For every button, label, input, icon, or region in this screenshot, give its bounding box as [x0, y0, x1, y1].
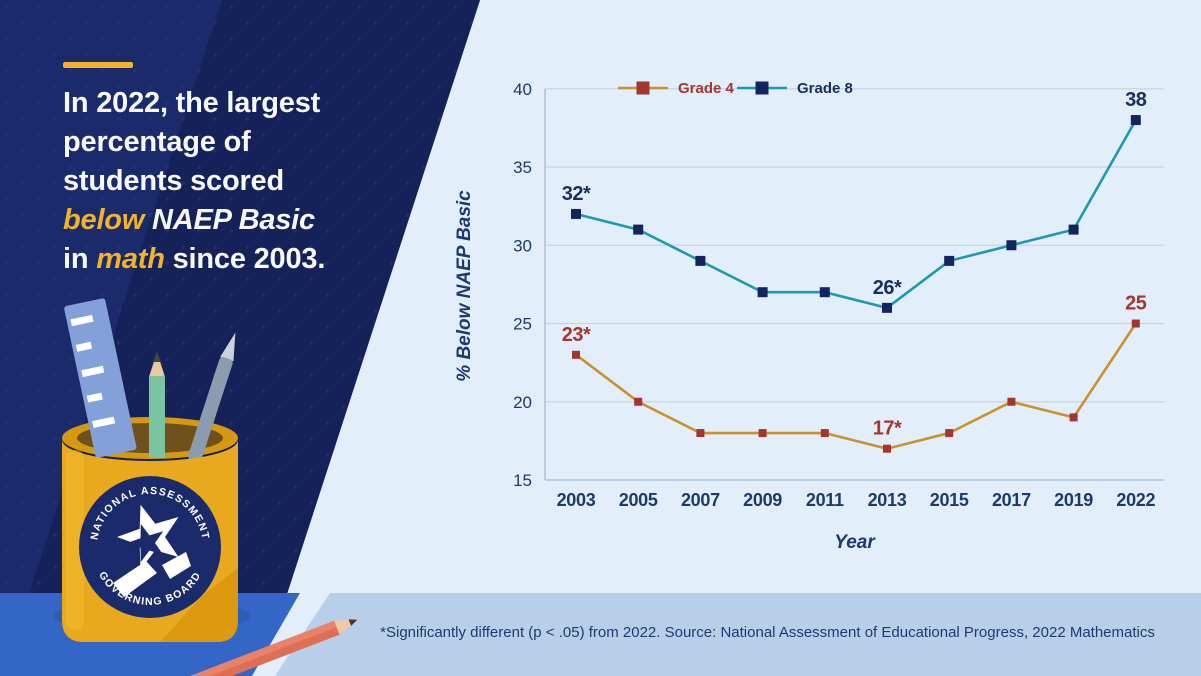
x-tick-label: 2013	[868, 490, 907, 510]
headline-segment: percentage of	[63, 126, 251, 158]
data-point-label: 23*	[562, 324, 591, 346]
grade-4-marker	[1007, 397, 1016, 406]
headline-line: students scored	[63, 162, 453, 201]
y-tick-label: 30	[513, 236, 532, 255]
cup-highlight	[66, 450, 84, 630]
y-tick-label: 40	[513, 80, 532, 99]
y-tick-label: 15	[513, 471, 532, 490]
headline-segment: since 2003.	[164, 243, 326, 275]
headline-segment: math	[96, 243, 165, 275]
pen-icon	[188, 332, 236, 463]
grade-4-marker	[758, 429, 767, 438]
x-tick-label: 2007	[681, 490, 720, 510]
data-point-label: 17*	[873, 418, 902, 440]
grade-8-marker	[819, 287, 830, 298]
legend-label: Grade 8	[797, 80, 853, 97]
line-chart: 15 20 25 30 35 40 2003 2005 2007 2009 2011 2013 2015…	[430, 40, 1201, 580]
legend-label: Grade 4	[678, 80, 735, 97]
x-tick-label: 2005	[619, 490, 658, 510]
grade-8-marker	[695, 255, 706, 266]
headline-segment: NAEP Basic	[144, 204, 315, 236]
y-axis-title: % Below NAEP Basic	[454, 190, 475, 382]
grade-4-marker	[696, 429, 705, 438]
grade-8-marker	[571, 208, 581, 219]
grade-4-marker	[1131, 319, 1140, 328]
ruler-icon	[64, 298, 137, 458]
accent-dash	[63, 62, 133, 68]
grade-8-marker	[944, 255, 955, 266]
grade-8-marker	[1068, 224, 1079, 235]
headline-segment: In 2022, the largest	[63, 87, 321, 119]
y-tick-label: 25	[513, 315, 532, 334]
grade-4-marker	[634, 397, 643, 406]
x-tick-label: 2015	[930, 490, 969, 510]
grade-4-line	[575, 322, 1137, 451]
nagb-logo-badge: NATIONAL ASSESSMENT GOVERNING BOARD	[79, 476, 221, 618]
footnote: *Significantly different (p < .05) from …	[380, 624, 1155, 641]
legend-marker	[755, 81, 769, 95]
x-tick-label: 2009	[743, 490, 782, 510]
grade-8-marker	[757, 287, 768, 298]
headline-segment: below	[63, 204, 145, 236]
y-tick-label: 35	[513, 158, 532, 177]
grade-4-marker	[1069, 413, 1078, 422]
grade-8-line	[575, 119, 1137, 310]
grade-4-marker	[945, 429, 954, 438]
headline-line: in math since 2003.	[63, 240, 453, 279]
headline: In 2022, the largest percentage of student…	[63, 84, 453, 279]
cup-shade	[160, 568, 238, 642]
grade-4-marker	[883, 444, 891, 453]
grade-4-marker	[820, 429, 829, 438]
x-tick-label: 2019	[1054, 490, 1093, 510]
orange-pencil-illustration	[189, 619, 358, 676]
headline-line: below NAEP Basic	[63, 201, 453, 240]
grade-8-marker	[633, 224, 644, 235]
y-tick-label: 20	[513, 393, 532, 412]
chart-svg: 15 20 25 30 35 40 2003 2005 2007 2009 2011 2013 2015…	[454, 80, 1164, 553]
data-point-label: 32*	[562, 183, 591, 205]
footnote-band	[275, 593, 1201, 676]
data-point-label: 38	[1125, 89, 1147, 111]
x-tick-label: 2022	[1116, 490, 1155, 510]
headline-line: percentage of	[63, 123, 453, 162]
x-tick-label: 2017	[992, 490, 1031, 510]
data-point-label: 25	[1125, 293, 1147, 315]
green-pencil-icon	[149, 351, 165, 458]
headline-line: In 2022, the largest	[63, 84, 453, 123]
grade-8-marker	[882, 302, 892, 313]
legend-marker	[636, 81, 650, 95]
x-tick-label: 2011	[806, 490, 844, 510]
x-axis-title: Year	[834, 532, 876, 553]
headline-segment: students scored	[63, 165, 284, 197]
grade-8-marker	[1006, 240, 1017, 251]
grade-8-marker	[1130, 115, 1141, 126]
x-tick-label: 2003	[557, 490, 596, 510]
data-point-label: 26*	[873, 277, 902, 299]
grade-4-marker	[572, 350, 580, 359]
headline-segment: in	[63, 243, 97, 275]
